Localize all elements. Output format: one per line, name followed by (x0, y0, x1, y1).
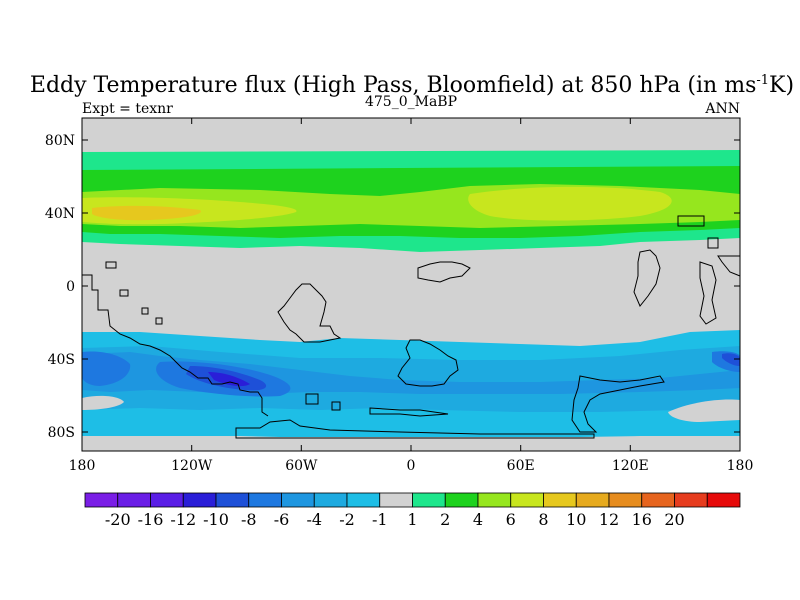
lat-tick-label: 80S (48, 425, 75, 441)
lat-tick-label: 40S (48, 352, 75, 368)
contour-pos-4-east (468, 186, 672, 221)
colorbar-swatch (313, 492, 348, 508)
colorbar: -20 -16 -12 -10 -8 -6 -4 -2 -1 1 2 4 6 8 10 12 16 20 (84, 492, 741, 529)
lat-labels: 80N 40N 0 40S 80S (45, 133, 75, 441)
colorbar-swatch (182, 492, 217, 508)
contour-neg-5-east (722, 353, 740, 366)
coastline-arabia (417, 261, 471, 283)
colorbar-label: 16 (632, 510, 652, 529)
lat-tick-label: 80N (45, 133, 75, 149)
neutral-patch-se (668, 399, 740, 422)
lat-tick-label: 0 (66, 279, 75, 295)
coastline-island-a (105, 261, 117, 269)
colorbar-swatch (641, 492, 675, 508)
colorbar-label: 1 (407, 510, 417, 529)
contour-neg-4-west (82, 351, 131, 386)
lon-tick-label: 180 (69, 458, 96, 474)
colorbar-label: -20 (105, 510, 131, 529)
coastlines (82, 215, 741, 439)
colorbar-label: 2 (440, 510, 450, 529)
lon-tick-label: 0 (407, 458, 416, 474)
lon-labels: 180 120W 60W 0 60E 120E 180 (69, 458, 754, 474)
colorbar-swatch (674, 492, 708, 508)
coastline-antarctica (235, 419, 595, 439)
colorbar-label: -8 (241, 510, 257, 529)
season-label: ANN (704, 101, 740, 117)
lon-tick-label: 180 (727, 458, 754, 474)
coastline-north-america (82, 274, 269, 417)
colorbar-label: 20 (664, 510, 684, 529)
coastline-south-america (277, 283, 342, 343)
colorbar-swatch (215, 492, 250, 508)
colorbar-label: -2 (339, 510, 355, 529)
contour-pos-5 (92, 205, 201, 221)
map-field (81, 117, 741, 452)
coastline-island-d (155, 317, 163, 325)
colorbar-swatch (281, 492, 315, 508)
lon-tick-label: 120W (171, 458, 213, 474)
lon-tick-label: 120E (612, 458, 649, 474)
colorbar-label: 6 (506, 510, 516, 529)
colorbar-swatch (543, 492, 577, 508)
colorbar-label: 10 (566, 510, 586, 529)
lon-tick-label: 60E (507, 458, 535, 474)
coastline-east (699, 237, 741, 325)
colorbar-swatch (510, 492, 544, 508)
lat-tick-label: 40N (45, 206, 75, 222)
coastline-africa (397, 339, 459, 387)
colorbar-label: -1 (372, 510, 388, 529)
colorbar-swatch (117, 492, 151, 508)
colorbar-label: -10 (203, 510, 229, 529)
colorbar-swatch (248, 492, 282, 508)
colorbar-swatch (477, 492, 512, 508)
lon-tick-label: 60W (285, 458, 318, 474)
coastline-island-c (141, 307, 149, 315)
colorbar-label: 8 (538, 510, 548, 529)
coastline-australia (571, 375, 665, 433)
colorbar-swatch (412, 492, 446, 508)
plot-title: Eddy Temperature flux (High Pass, Bloomf… (30, 73, 794, 98)
coastline-asia-islands (633, 249, 661, 307)
coastline-small-south-b (331, 401, 341, 411)
colorbar-swatch (84, 492, 119, 508)
colorbar-swatch (706, 492, 741, 508)
colorbar-label: 12 (599, 510, 619, 529)
coastline-small-south-c (369, 407, 449, 417)
axes (81, 118, 741, 451)
colorbar-swatch (608, 492, 643, 508)
neutral-patch-sw (82, 395, 124, 410)
expt-label: Expt = texnr (82, 101, 173, 117)
subtitle: 475_0_MaBP (365, 94, 457, 110)
colorbar-label: -4 (306, 510, 322, 529)
coastline-small-south-a (305, 393, 319, 405)
coastline-japan (677, 215, 705, 227)
colorbar-swatch (379, 492, 413, 508)
colorbar-swatch (346, 492, 381, 508)
coastline-island-b (119, 289, 129, 297)
colorbar-label: 4 (473, 510, 483, 529)
contour-neg-6 (208, 372, 250, 387)
colorbar-swatch (444, 492, 479, 508)
colorbar-label: -6 (274, 510, 290, 529)
colorbar-label: -16 (138, 510, 164, 529)
colorbar-swatch (150, 492, 184, 508)
colorbar-label: -12 (170, 510, 196, 529)
colorbar-swatch (575, 492, 610, 508)
